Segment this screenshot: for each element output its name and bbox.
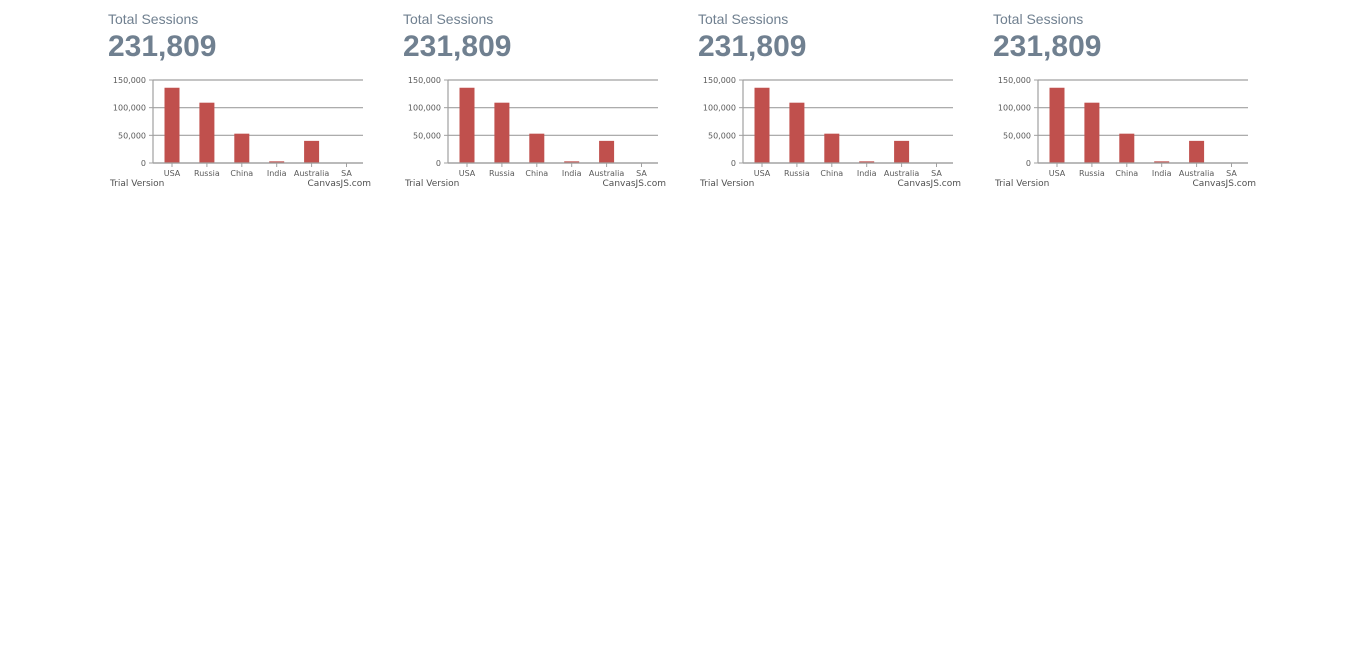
bar-chart: 0 50,000 100,000 150,000 USA Russia China India… bbox=[109, 76, 371, 189]
y-tick-label: 100,000 bbox=[408, 104, 441, 113]
x-tick-label: Australia bbox=[1179, 169, 1214, 178]
trial-version-watermark: Trial Version bbox=[404, 179, 459, 189]
panel-title: Total Sessions bbox=[698, 11, 789, 27]
chart-panel-3: Total Sessions 231,809 0 50,000 100,000 150… bbox=[698, 0, 968, 200]
bar-usa bbox=[754, 87, 770, 163]
bar-india bbox=[269, 161, 285, 163]
y-tick-label: 150,000 bbox=[408, 76, 441, 85]
canvasjs-credit: CanvasJS.com bbox=[898, 179, 961, 189]
x-tick-label: India bbox=[1152, 169, 1172, 178]
panel-title: Total Sessions bbox=[108, 11, 199, 27]
bar-usa bbox=[164, 87, 180, 163]
x-tick-label: USA bbox=[459, 169, 476, 178]
bar-chart: 0 50,000 100,000 150,000 USA Russia China India… bbox=[404, 76, 666, 189]
x-tick-label: Australia bbox=[294, 169, 329, 178]
bar-russia bbox=[789, 102, 805, 163]
y-tick-label: 0 bbox=[436, 159, 441, 168]
x-tick-label: USA bbox=[164, 169, 181, 178]
chart-panel-4: Total Sessions 231,809 0 50,000 100,000 150… bbox=[993, 0, 1263, 200]
x-tick-label: Russia bbox=[489, 169, 515, 178]
panel-value: 231,809 bbox=[698, 30, 807, 63]
bar-chart: 0 50,000 100,000 150,000 USA Russia China India… bbox=[699, 76, 961, 189]
y-tick-label: 0 bbox=[141, 159, 146, 168]
y-tick-label: 100,000 bbox=[113, 104, 146, 113]
bar-usa bbox=[459, 87, 475, 163]
y-tick-label: 50,000 bbox=[118, 131, 146, 140]
bar-india bbox=[859, 161, 875, 163]
canvasjs-credit: CanvasJS.com bbox=[1193, 179, 1256, 189]
canvasjs-credit: CanvasJS.com bbox=[308, 179, 371, 189]
y-tick-label: 100,000 bbox=[998, 104, 1031, 113]
bar-russia bbox=[199, 102, 215, 163]
y-tick-label: 50,000 bbox=[413, 131, 441, 140]
x-tick-label: SA bbox=[931, 169, 942, 178]
y-tick-label: 50,000 bbox=[708, 131, 736, 140]
x-tick-label: USA bbox=[754, 169, 771, 178]
x-tick-label: SA bbox=[636, 169, 647, 178]
x-tick-label: USA bbox=[1049, 169, 1066, 178]
x-tick-label: China bbox=[525, 169, 548, 178]
x-tick-label: Russia bbox=[1079, 169, 1105, 178]
x-tick-label: Australia bbox=[884, 169, 919, 178]
bar-china bbox=[1119, 133, 1135, 163]
y-tick-label: 150,000 bbox=[703, 76, 736, 85]
chart-panel-1: Total Sessions 231,809 0 50,000 100,000 150… bbox=[108, 0, 378, 200]
x-tick-label: India bbox=[267, 169, 287, 178]
panel-title: Total Sessions bbox=[993, 11, 1084, 27]
bar-australia bbox=[1189, 140, 1205, 163]
x-tick-label: India bbox=[857, 169, 877, 178]
bar-russia bbox=[1084, 102, 1100, 163]
x-tick-label: China bbox=[1115, 169, 1138, 178]
bar-china bbox=[529, 133, 545, 163]
trial-version-watermark: Trial Version bbox=[994, 179, 1049, 189]
y-tick-label: 0 bbox=[1026, 159, 1031, 168]
panel-value: 231,809 bbox=[108, 30, 217, 63]
trial-version-watermark: Trial Version bbox=[699, 179, 754, 189]
chart-panel-2: Total Sessions 231,809 0 50,000 100,000 150… bbox=[403, 0, 673, 200]
x-tick-label: Australia bbox=[589, 169, 624, 178]
bar-russia bbox=[494, 102, 510, 163]
x-tick-label: China bbox=[820, 169, 843, 178]
bar-india bbox=[564, 161, 580, 163]
x-tick-label: India bbox=[562, 169, 582, 178]
y-tick-label: 150,000 bbox=[998, 76, 1031, 85]
bar-india bbox=[1154, 161, 1170, 163]
y-tick-label: 0 bbox=[731, 159, 736, 168]
bar-australia bbox=[599, 140, 615, 163]
x-tick-label: China bbox=[230, 169, 253, 178]
canvasjs-credit: CanvasJS.com bbox=[603, 179, 666, 189]
y-tick-label: 150,000 bbox=[113, 76, 146, 85]
x-tick-label: Russia bbox=[784, 169, 810, 178]
bar-australia bbox=[304, 140, 320, 163]
y-tick-label: 100,000 bbox=[703, 104, 736, 113]
x-tick-label: SA bbox=[341, 169, 352, 178]
bar-china bbox=[234, 133, 250, 163]
y-tick-label: 50,000 bbox=[1003, 131, 1031, 140]
bar-china bbox=[824, 133, 840, 163]
bar-australia bbox=[894, 140, 910, 163]
trial-version-watermark: Trial Version bbox=[109, 179, 164, 189]
panel-value: 231,809 bbox=[993, 30, 1102, 63]
panel-value: 231,809 bbox=[403, 30, 512, 63]
panel-title: Total Sessions bbox=[403, 11, 494, 27]
x-tick-label: SA bbox=[1226, 169, 1237, 178]
x-tick-label: Russia bbox=[194, 169, 220, 178]
bar-usa bbox=[1049, 87, 1065, 163]
bar-chart: 0 50,000 100,000 150,000 USA Russia China India… bbox=[994, 76, 1256, 189]
